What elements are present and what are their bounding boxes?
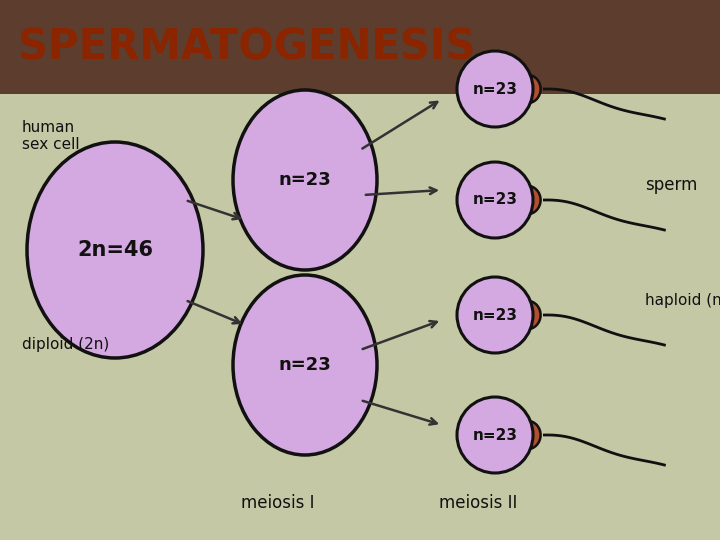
Ellipse shape [514, 301, 541, 329]
Ellipse shape [514, 186, 541, 214]
Ellipse shape [457, 397, 533, 473]
Bar [0, 94, 720, 540]
Text: n=23: n=23 [472, 428, 518, 442]
Ellipse shape [457, 277, 533, 353]
Text: n=23: n=23 [472, 192, 518, 207]
Text: diploid (2n): diploid (2n) [22, 338, 109, 353]
Text: haploid (n): haploid (n) [645, 293, 720, 307]
Text: sperm: sperm [645, 176, 698, 194]
Ellipse shape [233, 90, 377, 270]
Ellipse shape [514, 75, 541, 103]
Text: n=23: n=23 [472, 307, 518, 322]
Ellipse shape [457, 51, 533, 127]
Text: n=23: n=23 [279, 171, 331, 189]
Ellipse shape [233, 275, 377, 455]
Text: SPERMATOGENESIS: SPERMATOGENESIS [18, 26, 475, 68]
Bar [0, 0, 720, 94]
Ellipse shape [27, 142, 203, 358]
Text: human
sex cell: human sex cell [22, 120, 80, 152]
Text: meiosis I: meiosis I [241, 494, 315, 512]
Text: n=23: n=23 [279, 356, 331, 374]
Text: 2n=46: 2n=46 [77, 240, 153, 260]
Ellipse shape [457, 162, 533, 238]
Text: meiosis II: meiosis II [438, 494, 517, 512]
Ellipse shape [514, 421, 541, 449]
Text: n=23: n=23 [472, 82, 518, 97]
